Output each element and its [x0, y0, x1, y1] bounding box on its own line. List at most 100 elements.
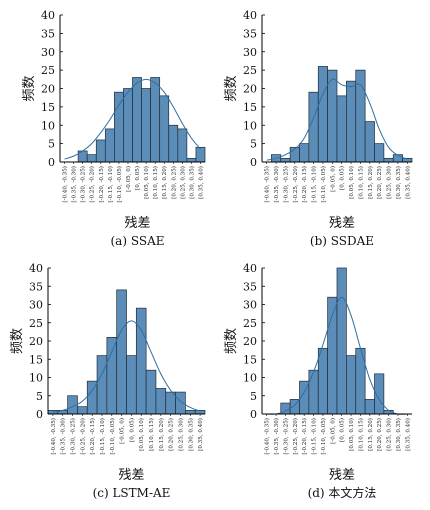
y-tick-label: 40: [29, 262, 43, 275]
x-tick-label: [0.30, 0.35): [188, 166, 195, 199]
x-tick-label: [0.35, 0.40): [404, 166, 411, 199]
x-tick-label: [-0.30, -0.25): [282, 166, 289, 203]
x-tick-label: [-0.05, 0): [329, 166, 336, 192]
histogram-bar: [86, 154, 97, 163]
histogram-bar: [155, 388, 167, 415]
x-tick-label: [-0.25, -0.20): [292, 166, 299, 203]
x-axis-label: 残差: [329, 216, 355, 231]
x-tick-label: [-0.40, -0.35): [264, 166, 271, 203]
x-tick-label: [0.20, 0.25): [168, 418, 175, 451]
x-tick-label: [0.25, 0.30): [177, 418, 184, 451]
histogram-bar: [364, 399, 375, 415]
x-tick-label: [-0.35, -0.30): [273, 418, 280, 455]
histogram-bar: [374, 143, 385, 163]
y-tick-label: 10: [243, 372, 257, 385]
density-curve: [266, 78, 408, 161]
histogram-bar: [336, 267, 347, 415]
histogram-bar: [317, 347, 328, 415]
histogram-panel: 0 5 10 15 20 25 30 35 40 [-0.40, -0.35) [-0.35, -0…: [10, 262, 206, 500]
x-tick-label: [-0.15, -0.10): [311, 166, 318, 203]
x-tick-label: [-0.20, -0.15): [301, 418, 308, 455]
y-tick-label: 5: [250, 138, 257, 151]
x-tick-label: [-0.35, -0.30): [60, 418, 67, 455]
y-tick-label: 0: [250, 408, 257, 421]
x-tick-label: [0.05, 0.10): [348, 418, 355, 451]
x-tick-label: [0.35, 0.40): [404, 418, 411, 451]
x-tick-label: [0.20, 0.25): [376, 418, 383, 451]
histogram-bar: [177, 128, 188, 163]
histogram-bar: [114, 91, 124, 163]
x-tick-label: [0.10, 0.15): [357, 418, 364, 451]
histogram-bar: [308, 91, 319, 163]
x-tick-label: [0.35, 0.40): [197, 166, 204, 199]
x-tick-label: [-0.10, -0.05): [320, 166, 327, 203]
x-tick-label: [0, 0.05): [339, 418, 346, 442]
x-tick-label: [-0.25, -0.20): [292, 418, 299, 455]
histogram-panel: 0 5 10 15 20 25 30 35 40 [-0.40, -0.35) [-0.35, -0…: [22, 9, 206, 248]
x-tick-label: [-0.10, -0.05): [116, 166, 123, 203]
x-tick-label: [-0.35, -0.30): [71, 166, 78, 203]
y-tick-label: 35: [41, 27, 55, 40]
histogram-bar: [126, 355, 137, 415]
histogram-bar: [104, 128, 115, 163]
histogram-bar: [116, 289, 127, 415]
x-tick-label: [-0.05, 0): [119, 418, 126, 444]
y-tick-label: 15: [243, 101, 257, 114]
y-tick-label: 0: [48, 156, 55, 169]
y-tick-label: 10: [243, 119, 257, 132]
histogram-bar: [327, 69, 338, 163]
histogram-bar: [95, 139, 106, 163]
x-tick-label: [-0.25, -0.20): [89, 166, 96, 203]
x-tick-label: [0.10, 0.15): [148, 418, 155, 451]
x-axis-label: 残差: [124, 216, 150, 231]
y-tick-label: 35: [29, 280, 43, 293]
x-tick-label: [0.15, 0.20): [158, 418, 165, 451]
x-tick-label: [0.20, 0.25): [170, 166, 177, 199]
panel-caption: (d) 本文方法: [308, 485, 377, 500]
y-tick-label: 20: [29, 335, 43, 348]
y-tick-label: 5: [48, 138, 55, 151]
histogram-bar: [280, 157, 291, 163]
y-tick-label: 25: [243, 64, 257, 77]
x-tick-label: [-0.20, -0.15): [89, 418, 96, 455]
x-tick-label: [-0.30, -0.25): [282, 418, 289, 455]
y-tick-label: 10: [29, 372, 43, 385]
x-tick-label: [-0.05, 0): [329, 418, 336, 444]
y-tick-label: 10: [41, 119, 55, 132]
panel-caption: (b) SSDAE: [310, 234, 374, 248]
x-tick-label: [0.15, 0.20): [161, 166, 168, 199]
x-tick-label: [0, 0.05): [128, 418, 135, 442]
x-tick-label: [0.25, 0.30): [386, 166, 393, 199]
histogram-bar: [106, 337, 118, 415]
y-tick-label: 40: [243, 262, 257, 275]
x-tick-label: [-0.15, -0.10): [311, 418, 318, 455]
y-tick-label: 30: [29, 299, 43, 312]
y-tick-label: 40: [41, 9, 55, 22]
y-axis-label: 频数: [224, 75, 239, 101]
x-tick-label: [-0.15, -0.10): [107, 166, 114, 203]
histogram-bar: [186, 157, 197, 163]
histogram-bar: [159, 95, 170, 163]
x-tick-label: [0, 0.05): [339, 166, 346, 190]
x-tick-label: [-0.30, -0.25): [70, 418, 77, 455]
y-axis-label: 频数: [10, 328, 25, 354]
x-tick-label: [0.30, 0.35): [395, 166, 402, 199]
panel-caption: (c) LSTM-AE: [93, 486, 171, 500]
histogram-bar: [175, 391, 186, 415]
histogram-bar: [308, 369, 319, 415]
y-tick-label: 30: [243, 46, 257, 59]
y-tick-label: 15: [41, 101, 55, 114]
y-tick-label: 20: [41, 83, 55, 96]
x-tick-label: [0.15, 0.20): [367, 418, 374, 451]
x-tick-label: [-0.20, -0.15): [98, 166, 105, 203]
x-axis-label: 残差: [118, 468, 144, 483]
x-tick-label: [0, 0.05): [134, 166, 141, 190]
x-tick-label: [-0.10, -0.05): [109, 418, 116, 455]
x-tick-label: [-0.30, -0.25): [80, 166, 87, 203]
x-tick-label: [0.05, 0.10): [138, 418, 145, 451]
histogram-bar: [150, 77, 161, 163]
y-tick-label: 25: [29, 317, 43, 330]
density-curve: [64, 78, 201, 160]
x-tick-label: [0.25, 0.30): [179, 166, 186, 199]
y-tick-label: 20: [243, 83, 257, 96]
